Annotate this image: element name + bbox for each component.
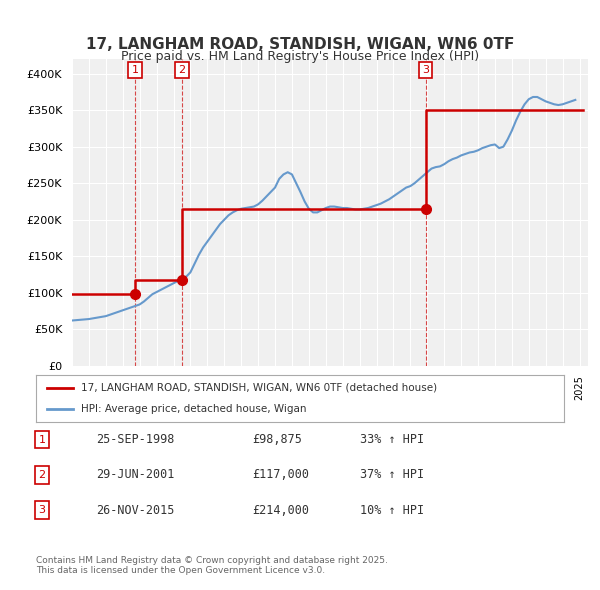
Text: HPI: Average price, detached house, Wigan: HPI: Average price, detached house, Wiga… (81, 404, 307, 414)
Text: £214,000: £214,000 (252, 504, 309, 517)
Text: 2: 2 (178, 65, 185, 75)
Text: 3: 3 (422, 65, 429, 75)
Text: 1: 1 (38, 435, 46, 444)
Text: 33% ↑ HPI: 33% ↑ HPI (360, 433, 424, 446)
Text: 10% ↑ HPI: 10% ↑ HPI (360, 504, 424, 517)
Text: £98,875: £98,875 (252, 433, 302, 446)
Text: 37% ↑ HPI: 37% ↑ HPI (360, 468, 424, 481)
Text: 3: 3 (38, 506, 46, 515)
Text: £117,000: £117,000 (252, 468, 309, 481)
Text: 29-JUN-2001: 29-JUN-2001 (96, 468, 175, 481)
Text: 26-NOV-2015: 26-NOV-2015 (96, 504, 175, 517)
Text: 25-SEP-1998: 25-SEP-1998 (96, 433, 175, 446)
Text: 1: 1 (131, 65, 139, 75)
Text: 2: 2 (38, 470, 46, 480)
Text: Price paid vs. HM Land Registry's House Price Index (HPI): Price paid vs. HM Land Registry's House … (121, 50, 479, 63)
Text: 17, LANGHAM ROAD, STANDISH, WIGAN, WN6 0TF (detached house): 17, LANGHAM ROAD, STANDISH, WIGAN, WN6 0… (81, 383, 437, 393)
Text: Contains HM Land Registry data © Crown copyright and database right 2025.
This d: Contains HM Land Registry data © Crown c… (36, 556, 388, 575)
Text: 17, LANGHAM ROAD, STANDISH, WIGAN, WN6 0TF: 17, LANGHAM ROAD, STANDISH, WIGAN, WN6 0… (86, 37, 514, 52)
